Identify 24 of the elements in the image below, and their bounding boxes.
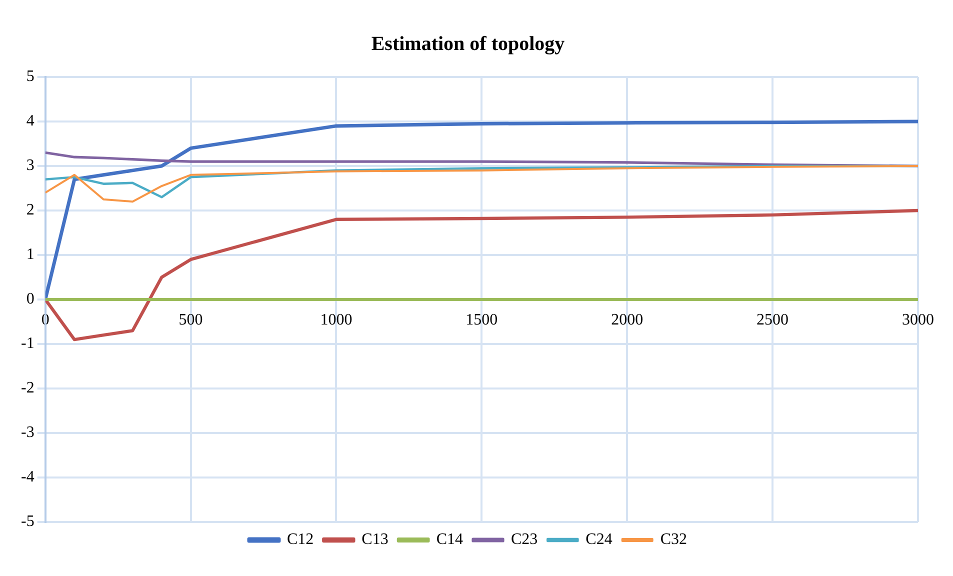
chart-title: Estimation of topology: [371, 33, 565, 56]
y-tick-label: 5: [26, 68, 34, 86]
x-tick-label: 2500: [756, 311, 789, 328]
y-tick-label: -3: [21, 424, 34, 442]
y-tick-label: -1: [21, 335, 34, 352]
x-tick-label: 2000: [611, 311, 644, 328]
legend-label: C23: [511, 531, 538, 548]
y-tick-label: -2: [21, 380, 34, 397]
x-tick-label: 1500: [466, 311, 498, 328]
legend-label: C13: [362, 531, 388, 548]
x-tick-label: 1000: [320, 311, 352, 328]
y-tick-label: -5: [21, 513, 34, 530]
legend-label: C14: [436, 531, 463, 548]
legend-label: C12: [286, 531, 314, 548]
y-tick-label: -4: [21, 468, 34, 486]
y-tick-label: 1: [26, 246, 34, 264]
legend-label: C24: [586, 531, 612, 548]
y-tick-label: 0: [26, 290, 34, 308]
y-tick-label: 3: [26, 157, 34, 174]
legend-label: C32: [660, 531, 688, 548]
y-tick-label: 4: [26, 112, 34, 130]
x-tick-label: 3000: [902, 311, 934, 328]
y-tick-label: 2: [26, 202, 34, 219]
x-tick-label: 500: [178, 311, 203, 328]
